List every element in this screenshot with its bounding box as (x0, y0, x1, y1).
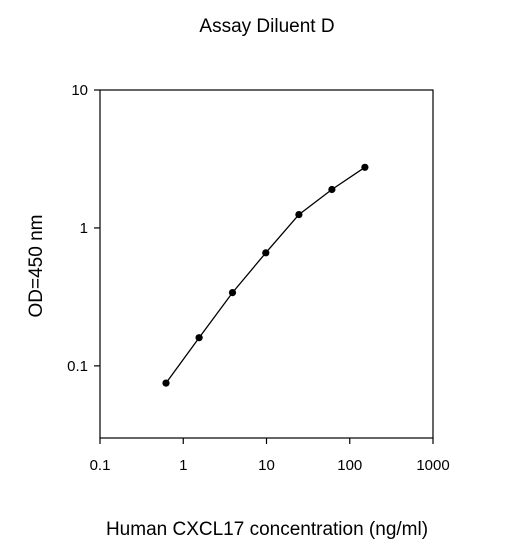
data-point (295, 211, 303, 219)
x-tick-label: 0.1 (90, 457, 111, 474)
plot-frame (99, 89, 434, 439)
x-tick-label: 100 (337, 457, 362, 474)
x-tick-label: 10 (258, 457, 275, 474)
y-axis-label: OD=450 nm (26, 215, 47, 318)
series-line (165, 166, 366, 384)
chart-title: Assay Diluent D (199, 16, 334, 37)
y-tick-label: 0.1 (67, 358, 88, 375)
x-axis-label: Human CXCL17 concentration (ng/ml) (106, 519, 428, 540)
data-point (228, 289, 237, 297)
data-point (162, 379, 170, 387)
data-point (195, 334, 203, 342)
data-point (262, 249, 270, 257)
y-tick-label: 10 (71, 82, 88, 99)
x-tick-label: 1 (179, 457, 187, 474)
series-layer (162, 163, 369, 387)
x-tick-label: 1000 (416, 457, 449, 474)
y-axis: 0.1 1 10 (67, 82, 100, 375)
y-tick-label: 1 (80, 220, 88, 237)
x-axis: 0.1 1 10 100 1000 (90, 438, 450, 474)
data-point (328, 185, 336, 194)
data-point (361, 163, 369, 171)
